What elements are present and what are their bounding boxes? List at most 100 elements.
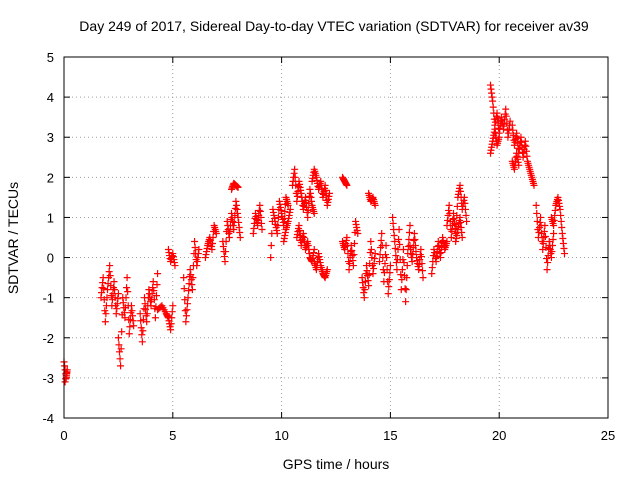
plot-frame: [63, 56, 609, 419]
data-point: [150, 296, 158, 304]
data-point: [231, 204, 239, 212]
data-point: [310, 246, 318, 254]
data-point: [310, 209, 318, 217]
data-point: [117, 345, 125, 353]
data-point: [386, 262, 394, 270]
data-point: [417, 253, 425, 261]
data-point: [385, 276, 393, 284]
data-point: [411, 242, 419, 250]
y-tick-label: 1: [47, 210, 54, 225]
data-point: [183, 300, 191, 308]
data-point: [382, 242, 390, 250]
data-point: [114, 334, 122, 342]
data-point: [392, 259, 400, 267]
data-point: [267, 242, 275, 250]
x-tick-label: 5: [169, 428, 176, 443]
data-point: [381, 260, 389, 268]
data-point: [495, 133, 503, 141]
data-point: [304, 206, 312, 214]
data-point: [291, 173, 299, 181]
data-point: [547, 254, 555, 262]
data-point: [101, 307, 109, 315]
data-point: [291, 165, 299, 173]
data-point: [151, 314, 159, 322]
data-point: [395, 225, 403, 233]
data-point: [130, 322, 138, 330]
data-point: [558, 223, 566, 231]
data-point: [378, 229, 386, 237]
data-point: [305, 192, 313, 200]
data-point: [61, 378, 69, 386]
y-tick-label: -1: [42, 291, 54, 306]
data-point: [257, 219, 265, 227]
data-point: [447, 234, 455, 241]
data-point: [384, 290, 392, 298]
data-point: [209, 234, 217, 241]
data-point: [222, 248, 230, 256]
data-point: [191, 244, 199, 252]
data-point: [489, 97, 497, 105]
data-point: [557, 211, 565, 219]
x-tick-label: 20: [492, 428, 506, 443]
data-point: [411, 236, 419, 244]
data-point: [539, 240, 547, 248]
data-point: [101, 318, 109, 326]
data-point: [349, 262, 357, 270]
data-point: [532, 201, 540, 209]
data-point: [543, 266, 551, 274]
data-point: [371, 201, 379, 209]
x-tick-label: 15: [383, 428, 397, 443]
data-point: [377, 237, 385, 245]
data-point: [256, 201, 264, 209]
data-point: [549, 236, 557, 244]
data-point: [142, 306, 150, 314]
x-axis-label: GPS time / hours: [283, 456, 390, 472]
data-point: [212, 229, 220, 237]
data-point: [410, 237, 418, 245]
x-tick-label: 10: [274, 428, 288, 443]
data-point: [284, 201, 292, 209]
data-point: [169, 302, 177, 310]
data-point: [106, 272, 114, 280]
data-point: [405, 236, 413, 244]
y-tick-label: 2: [47, 170, 54, 185]
data-point: [389, 213, 397, 221]
data-point: [125, 330, 133, 338]
data-point: [343, 234, 351, 241]
data-point: [346, 260, 354, 268]
data-point: [110, 278, 118, 286]
data-point: [184, 294, 192, 302]
data-point: [347, 248, 355, 256]
data-point: [398, 266, 406, 274]
data-point: [148, 290, 156, 298]
data-point: [100, 285, 108, 293]
data-point: [502, 105, 510, 113]
data-point: [236, 234, 244, 241]
data-point: [350, 251, 358, 259]
data-point: [403, 262, 411, 270]
y-tick-label: -4: [42, 411, 54, 426]
data-point: [208, 246, 216, 254]
data-point: [556, 205, 564, 213]
data-point: [461, 199, 469, 207]
data-point: [560, 250, 568, 258]
data-point: [460, 193, 468, 201]
data-point: [354, 229, 362, 237]
y-tick-label: -2: [42, 331, 54, 346]
data-point: [463, 217, 471, 225]
data-point: [104, 286, 112, 294]
data-point: [304, 213, 312, 221]
data-point: [419, 274, 427, 282]
data-point: [138, 331, 146, 339]
data-point: [209, 240, 217, 248]
data-point: [398, 276, 406, 284]
data-point: [443, 238, 451, 246]
data-point: [153, 281, 161, 289]
data-point: [533, 209, 541, 217]
data-point: [360, 294, 368, 302]
data-point: [392, 252, 400, 260]
data-point: [256, 207, 264, 215]
data-point: [281, 207, 289, 215]
grid: [64, 57, 608, 418]
y-tick-label: 4: [47, 90, 54, 105]
